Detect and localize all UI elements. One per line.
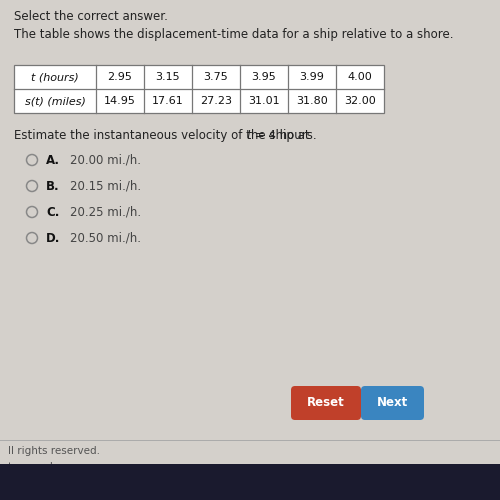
Text: 20.25 mi./h.: 20.25 mi./h. <box>70 206 141 218</box>
Text: 27.23: 27.23 <box>200 96 232 106</box>
Text: 4.00: 4.00 <box>348 72 372 82</box>
Text: = 4 hours.: = 4 hours. <box>250 129 316 142</box>
Text: 17.61: 17.61 <box>152 96 184 106</box>
Text: 20.50 mi./h.: 20.50 mi./h. <box>70 232 141 244</box>
Text: Select the correct answer.: Select the correct answer. <box>14 10 168 23</box>
Text: 3.75: 3.75 <box>204 72 229 82</box>
Text: The table shows the displacement-time data for a ship relative to a shore.: The table shows the displacement-time da… <box>14 28 454 41</box>
Text: ll rights reserved.: ll rights reserved. <box>8 446 100 456</box>
Text: 2.95: 2.95 <box>108 72 132 82</box>
Text: 31.80: 31.80 <box>296 96 328 106</box>
Bar <box>14 65 384 113</box>
Text: B.: B. <box>46 180 60 192</box>
Text: 20.00 mi./h.: 20.00 mi./h. <box>70 154 141 166</box>
Text: Reset: Reset <box>307 396 345 409</box>
Text: s(t) (miles): s(t) (miles) <box>24 96 86 106</box>
Text: Next: Next <box>377 396 408 409</box>
Text: 3.15: 3.15 <box>156 72 180 82</box>
Text: Estimate the instantaneous velocity of the ship at: Estimate the instantaneous velocity of t… <box>14 129 314 142</box>
Text: 14.95: 14.95 <box>104 96 136 106</box>
Bar <box>14 65 384 113</box>
Text: 31.01: 31.01 <box>248 96 280 106</box>
FancyBboxPatch shape <box>291 386 361 420</box>
Text: A.: A. <box>46 154 60 166</box>
FancyBboxPatch shape <box>361 386 424 420</box>
Text: C.: C. <box>46 206 60 218</box>
Text: D.: D. <box>46 232 60 244</box>
Text: t (hours): t (hours) <box>31 72 79 82</box>
Text: 3.95: 3.95 <box>252 72 276 82</box>
Text: to search: to search <box>8 462 56 472</box>
Text: t: t <box>246 129 250 142</box>
Text: 3.99: 3.99 <box>300 72 324 82</box>
Bar <box>0 464 500 500</box>
Text: 20.15 mi./h.: 20.15 mi./h. <box>70 180 141 192</box>
Text: 32.00: 32.00 <box>344 96 376 106</box>
